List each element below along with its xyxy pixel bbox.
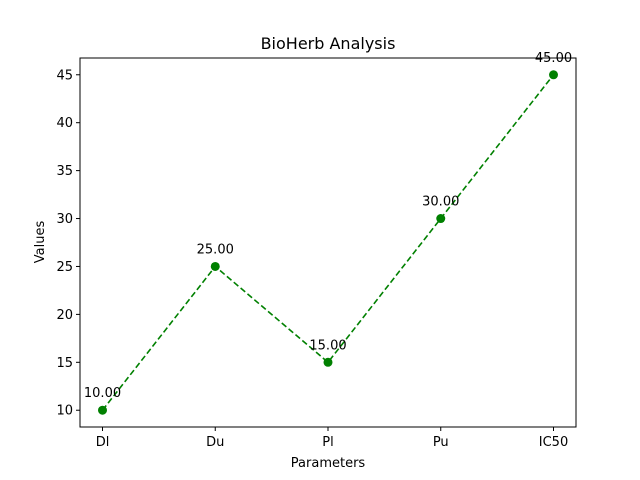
y-tick-label: 15 (56, 356, 73, 371)
y-tick-label: 10 (56, 404, 73, 419)
x-axis-ticks: Dl Du Pl Pu IC50 (96, 427, 568, 450)
y-tick-label: 45 (56, 68, 73, 83)
x-tick-label: Pu (433, 435, 449, 450)
series-markers (98, 70, 558, 415)
x-axis-label: Parameters (291, 456, 366, 471)
data-point-label: 25.00 (197, 242, 234, 257)
y-axis-ticks: 10 15 20 25 30 35 40 45 (56, 68, 80, 419)
y-tick-label: 30 (56, 212, 73, 227)
y-tick-label: 40 (56, 116, 73, 131)
y-axis-label: Values (33, 221, 48, 264)
data-point-label: 30.00 (422, 195, 459, 210)
y-tick-label: 35 (56, 164, 73, 179)
data-labels: 10.00 25.00 15.00 30.00 45.00 (84, 51, 572, 401)
data-point-label: 45.00 (535, 51, 572, 66)
x-tick-label: Du (206, 435, 224, 450)
data-point-marker (549, 70, 558, 80)
data-point-label: 10.00 (84, 386, 121, 401)
data-point-marker (210, 261, 220, 271)
data-point-marker (323, 357, 333, 367)
series-line (101, 74, 555, 411)
x-tick-label: Pl (322, 435, 333, 450)
data-point-marker (98, 405, 107, 415)
chart-title: BioHerb Analysis (261, 34, 396, 53)
y-tick-label: 20 (56, 308, 73, 323)
x-tick-label: Dl (96, 435, 110, 450)
x-tick-label: IC50 (539, 435, 568, 450)
y-tick-label: 25 (56, 260, 73, 275)
data-point-marker (436, 214, 446, 224)
data-point-label: 15.00 (309, 338, 346, 353)
